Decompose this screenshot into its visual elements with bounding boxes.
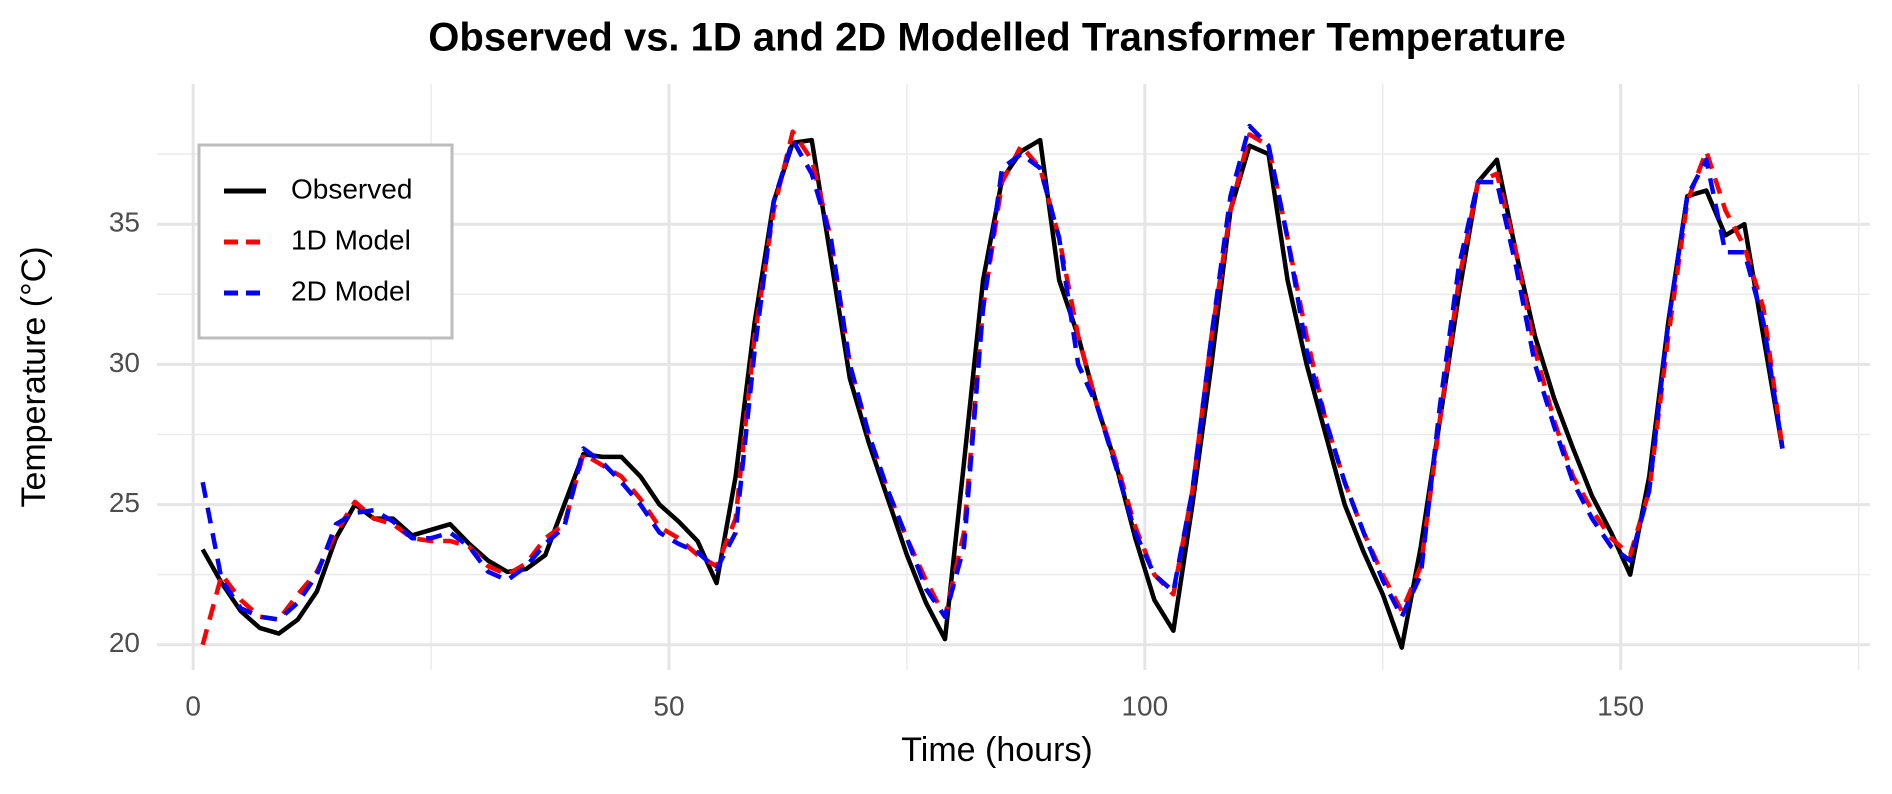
legend-label: Observed [291, 173, 412, 204]
x-axis-label: Time (hours) [901, 731, 1092, 769]
y-tick-label: 35 [109, 207, 140, 238]
x-tick-label: 150 [1597, 690, 1644, 721]
y-axis-label: Temperature (°C) [15, 246, 53, 507]
legend-label: 1D Model [291, 224, 411, 255]
data-line [200, 123, 1785, 622]
legend-label: 2D Model [291, 275, 411, 306]
legend-box [197, 143, 454, 340]
x-tick-label: 50 [653, 690, 684, 721]
x-tick-label: 0 [185, 690, 201, 721]
y-tick-label: 25 [109, 487, 140, 518]
y-tick-label: 30 [109, 347, 140, 378]
y-tick-label: 20 [109, 627, 140, 658]
x-tick-label: 100 [1121, 690, 1168, 721]
chart-title: Observed vs. 1D and 2D Modelled Transfor… [428, 16, 1565, 60]
